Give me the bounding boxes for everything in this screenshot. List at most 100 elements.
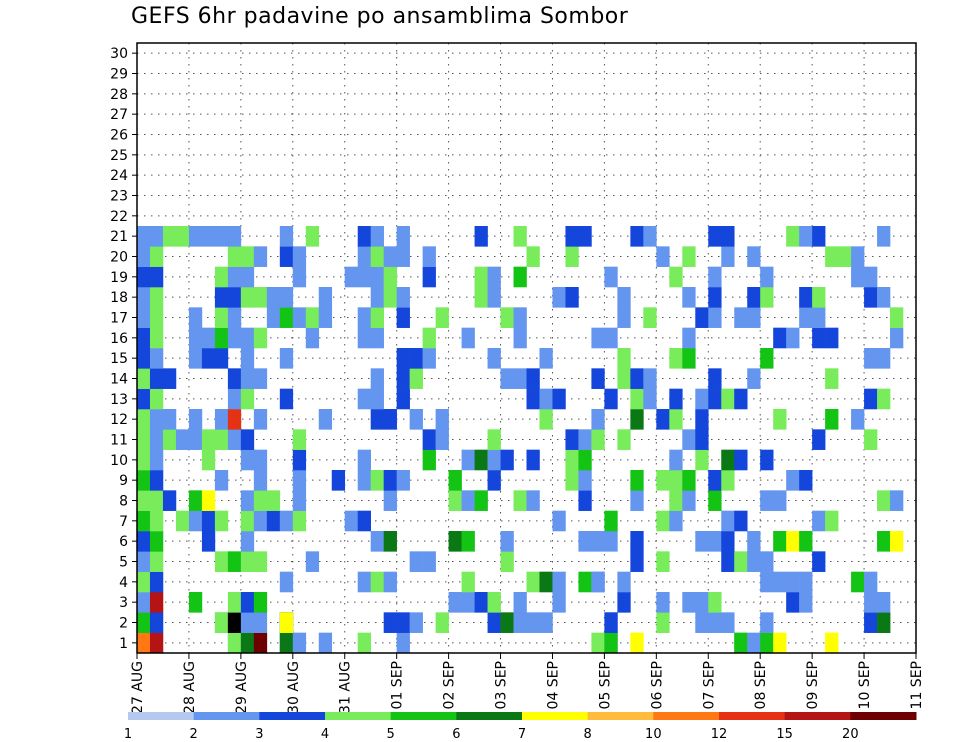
heatmap-cell — [214, 510, 229, 532]
heatmap-cell — [721, 612, 735, 633]
heatmap-cell — [227, 368, 242, 389]
y-tick-label: 30 — [110, 46, 128, 62]
heatmap-cell — [721, 510, 735, 532]
heatmap-cell — [708, 368, 722, 389]
heatmap-cell — [149, 287, 164, 308]
heatmap-cell — [188, 592, 203, 613]
y-tick-label: 17 — [110, 311, 128, 327]
heatmap-cell — [318, 287, 333, 308]
heatmap-cell — [708, 266, 722, 288]
heatmap-cell — [721, 531, 735, 552]
heatmap-cell — [786, 470, 800, 491]
heatmap-cell — [682, 327, 696, 349]
heatmap-cell — [643, 388, 657, 410]
heatmap-cell — [357, 470, 371, 491]
heatmap-cell — [747, 632, 761, 654]
heatmap-cell — [799, 592, 813, 613]
heatmap-cell — [137, 327, 151, 349]
heatmap-cell — [292, 307, 307, 328]
x-tick-label: 07 SEP — [701, 661, 717, 709]
heatmap-cell — [669, 266, 683, 288]
heatmap-cell — [409, 612, 423, 633]
x-tick-label: 08 SEP — [753, 661, 769, 709]
heatmap-cell — [773, 490, 787, 511]
heatmap-cell — [240, 429, 255, 450]
heatmap-cell — [214, 307, 229, 328]
heatmap-cell — [292, 510, 307, 532]
heatmap-cell — [383, 470, 397, 491]
heatmap-cell — [682, 470, 696, 491]
heatmap-cell — [656, 409, 670, 430]
heatmap-cell — [137, 429, 151, 450]
heatmap-cell — [370, 226, 384, 247]
heatmap-cell — [669, 470, 683, 491]
heatmap-cell — [682, 348, 696, 369]
y-tick-label: 12 — [110, 412, 128, 428]
heatmap-cell — [240, 612, 255, 633]
heatmap-cell — [812, 510, 826, 532]
heatmap-cell — [799, 470, 813, 491]
heatmap-cell — [240, 510, 255, 532]
x-tick-label: 28 AUG — [182, 661, 198, 714]
y-tick-label: 26 — [110, 128, 128, 144]
heatmap-cell — [669, 388, 683, 410]
y-tick-label: 7 — [119, 514, 128, 530]
heatmap-cell — [617, 348, 631, 369]
heatmap-cell — [383, 287, 397, 308]
heatmap-cell — [253, 246, 268, 267]
heatmap-cell — [214, 327, 229, 349]
heatmap-cell — [201, 327, 216, 349]
heatmap-cell — [149, 348, 164, 369]
y-tick-label: 25 — [110, 148, 128, 164]
heatmap-cell — [643, 226, 657, 247]
heatmap-cell — [786, 592, 800, 613]
heatmap-cell — [708, 490, 722, 511]
heatmap-cell — [825, 246, 839, 267]
heatmap-cell — [630, 409, 644, 430]
y-tick-label: 15 — [110, 351, 128, 367]
heatmap-cell — [591, 531, 605, 552]
x-tick-label: 06 SEP — [649, 661, 665, 709]
heatmap-cell — [565, 449, 579, 471]
y-tick-label: 22 — [110, 209, 128, 225]
y-tick-label: 10 — [110, 453, 128, 469]
heatmap-cell — [422, 348, 436, 369]
heatmap-cell — [240, 348, 255, 369]
y-tick-label: 29 — [110, 67, 128, 83]
heatmap-cell — [851, 571, 865, 593]
y-axis: 1234567891011121314151617181920212223242… — [110, 46, 137, 652]
heatmap-cell — [617, 429, 631, 450]
heatmap-cell — [396, 388, 410, 410]
heatmap-cell — [838, 246, 852, 267]
legend-label: 4 — [321, 727, 329, 742]
heatmap-cell — [137, 632, 151, 654]
heatmap-cell — [409, 551, 423, 572]
heatmap-cell — [656, 612, 670, 633]
heatmap-cells — [137, 226, 904, 654]
heatmap-cell — [305, 226, 320, 247]
heatmap-cell — [864, 266, 878, 288]
heatmap-cell — [591, 409, 605, 430]
legend-label: 3 — [255, 727, 263, 742]
heatmap-cell — [137, 531, 151, 552]
heatmap-cell — [370, 388, 384, 410]
heatmap-cell — [305, 551, 320, 572]
heatmap-cell — [565, 226, 579, 247]
heatmap-cell — [370, 571, 384, 593]
y-tick-label: 13 — [110, 392, 128, 408]
heatmap-cell — [149, 592, 164, 613]
heatmap-cell — [279, 388, 294, 410]
heatmap-cell — [864, 571, 878, 593]
heatmap-cell — [513, 307, 527, 328]
heatmap-cell — [383, 266, 397, 288]
heatmap-cell — [630, 531, 644, 552]
heatmap-cell — [760, 612, 774, 633]
heatmap-cell — [435, 429, 449, 450]
heatmap-cell — [240, 592, 255, 613]
heatmap-cell — [630, 368, 644, 389]
heatmap-cell — [149, 429, 164, 450]
heatmap-cell — [357, 307, 371, 328]
heatmap-cell — [344, 266, 359, 288]
y-tick-label: 1 — [119, 636, 128, 652]
legend-color-box — [456, 712, 523, 720]
